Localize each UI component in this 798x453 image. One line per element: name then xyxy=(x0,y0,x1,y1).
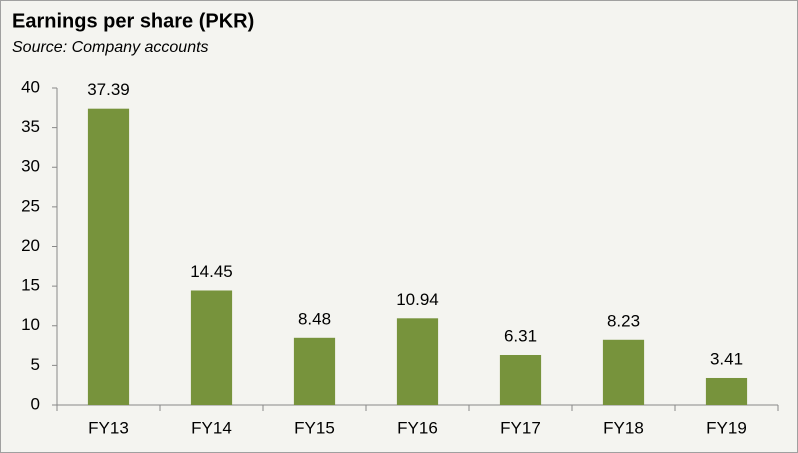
x-tick-label: FY16 xyxy=(397,418,438,437)
y-tick-label: 15 xyxy=(21,276,40,295)
data-label: 8.23 xyxy=(607,311,640,330)
bar xyxy=(190,290,233,405)
data-label: 8.48 xyxy=(298,309,331,328)
bar xyxy=(293,337,336,405)
y-tick-label: 25 xyxy=(21,196,40,215)
y-tick-label: 20 xyxy=(21,236,40,255)
y-tick-label: 10 xyxy=(21,315,40,334)
bar xyxy=(602,339,645,405)
x-tick-label: FY14 xyxy=(191,418,232,437)
x-tick-label: FY18 xyxy=(603,418,644,437)
data-label: 3.41 xyxy=(710,349,743,368)
data-label: 6.31 xyxy=(504,326,537,345)
x-tick-label: FY17 xyxy=(500,418,541,437)
data-label: 10.94 xyxy=(396,290,439,309)
x-tick-label: FY13 xyxy=(88,418,129,437)
bar xyxy=(705,377,748,405)
y-tick-label: 30 xyxy=(21,157,40,176)
y-tick-label: 0 xyxy=(31,394,40,413)
bar xyxy=(499,354,542,405)
y-tick-label: 35 xyxy=(21,117,40,136)
data-label: 14.45 xyxy=(190,262,233,281)
x-tick-label: FY15 xyxy=(294,418,335,437)
y-tick-label: 40 xyxy=(21,77,40,96)
chart-subtitle: Source: Company accounts xyxy=(12,39,209,56)
data-label: 37.39 xyxy=(87,80,130,99)
bar xyxy=(87,108,130,405)
chart-title: Earnings per share (PKR) xyxy=(12,10,254,32)
bar xyxy=(396,318,439,405)
x-tick-label: FY19 xyxy=(706,418,747,437)
y-tick-label: 5 xyxy=(31,355,40,374)
